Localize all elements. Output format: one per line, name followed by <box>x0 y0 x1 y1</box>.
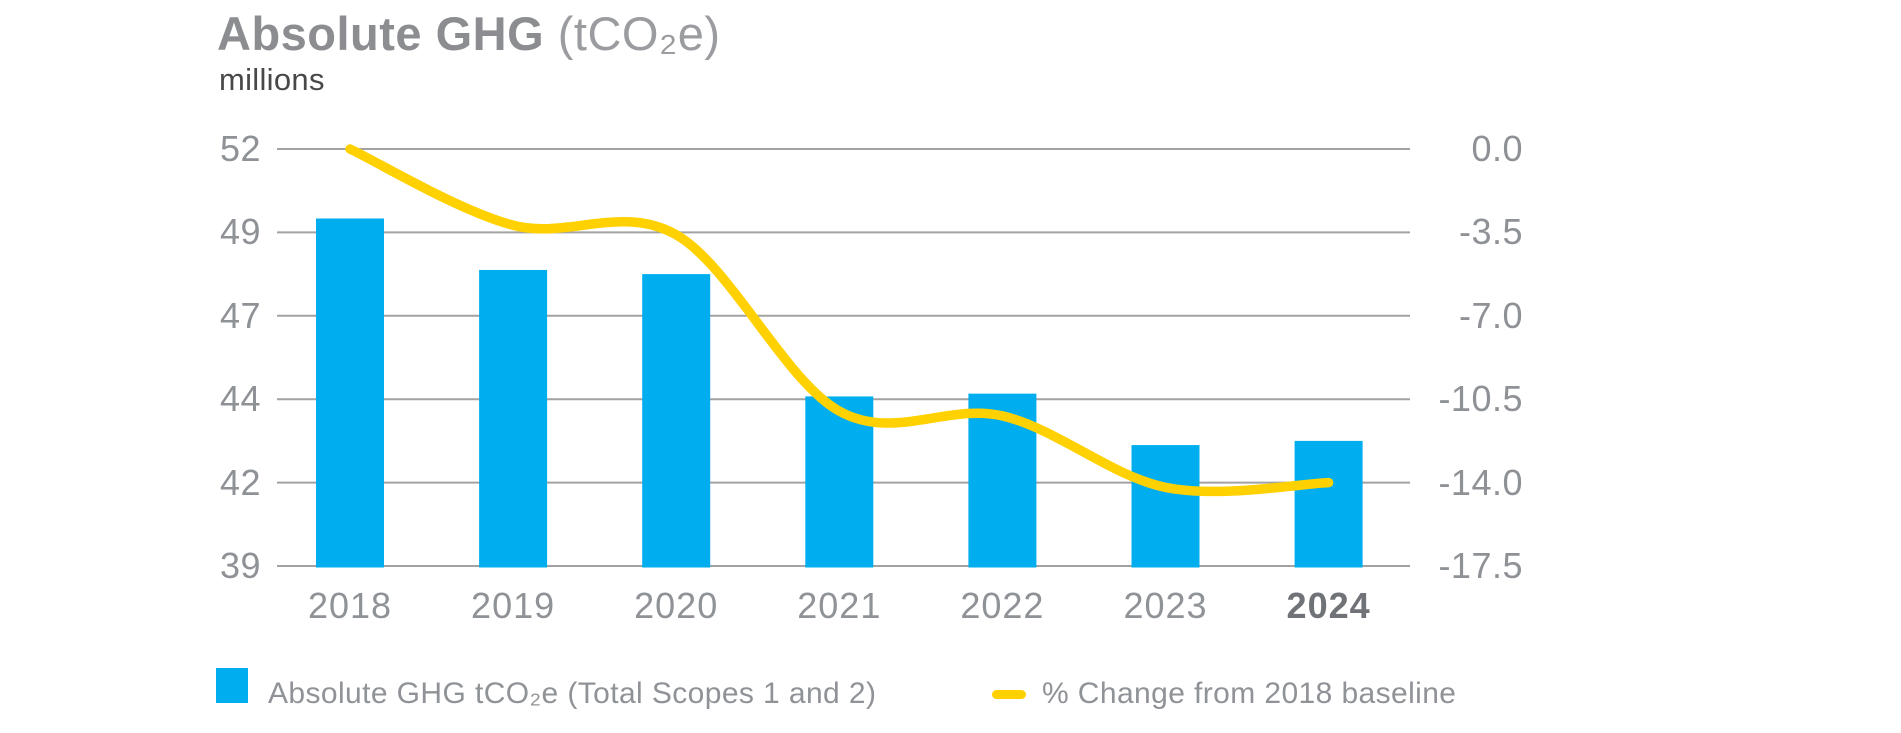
chart-title-main: Absolute GHG <box>217 7 545 60</box>
left-axis-tick-42: 42 <box>219 461 261 503</box>
left-axis-tick-49: 49 <box>219 211 261 253</box>
left-axis-tick-39: 39 <box>219 545 261 586</box>
bar-2019 <box>479 269 548 568</box>
x-axis-label-2023: 2023 <box>1123 585 1208 626</box>
left-axis-tick-47: 47 <box>219 294 261 336</box>
x-axis-label-2019: 2019 <box>471 585 556 626</box>
left-axis-tick-44: 44 <box>219 378 261 420</box>
bar-2020 <box>642 274 711 568</box>
x-axis-label-2020: 2020 <box>634 585 719 626</box>
x-axis-label-2021: 2021 <box>797 585 882 626</box>
right-axis-tick--17.5: -17.5 <box>1438 545 1523 586</box>
x-axis-label-2022: 2022 <box>960 585 1045 626</box>
right-axis-tick--3.5: -3.5 <box>1458 211 1523 253</box>
trend-line-pct-change <box>345 144 1334 497</box>
left-axis-tick-52: 52 <box>219 128 261 169</box>
chart-subtitle-units: millions <box>219 62 325 97</box>
right-axis-tick--10.5: -10.5 <box>1438 378 1523 420</box>
right-axis-tick--7.0: -7.0 <box>1458 294 1523 336</box>
bar-2024 <box>1294 440 1363 568</box>
chart-title-unit: (tCO₂e) <box>557 7 721 60</box>
chart-title: Absolute GHG (tCO₂e) <box>217 6 721 61</box>
bar-2023 <box>1131 445 1200 568</box>
right-axis-tick--14.0: -14.0 <box>1438 461 1523 503</box>
right-axis-tick-0.0: 0.0 <box>1471 128 1523 169</box>
bar-2018 <box>316 218 384 568</box>
x-axis-label-2018: 2018 <box>307 585 393 626</box>
x-axis-label-2024: 2024 <box>1286 585 1371 626</box>
bar-2021 <box>805 396 874 568</box>
